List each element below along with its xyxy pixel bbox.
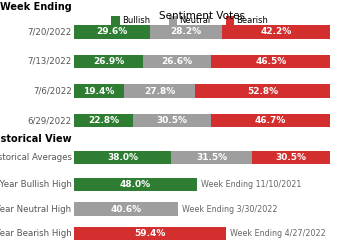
Text: 28.2%: 28.2% bbox=[171, 28, 202, 36]
Text: 26.6%: 26.6% bbox=[161, 57, 193, 66]
Text: 27.8%: 27.8% bbox=[144, 87, 175, 95]
Bar bbox=[74, 55, 143, 68]
Bar bbox=[74, 84, 124, 98]
Text: Bullish: Bullish bbox=[122, 16, 150, 25]
Text: Historical Averages: Historical Averages bbox=[0, 153, 71, 162]
Bar bbox=[252, 151, 330, 164]
Bar bbox=[74, 202, 178, 216]
Bar bbox=[222, 25, 330, 39]
Text: Week Ending 4/27/2022: Week Ending 4/27/2022 bbox=[230, 229, 326, 238]
Text: 22.8%: 22.8% bbox=[88, 116, 119, 125]
Text: 26.9%: 26.9% bbox=[93, 57, 124, 66]
Text: Week Ending 3/30/2022: Week Ending 3/30/2022 bbox=[182, 205, 277, 214]
Text: Bearish: Bearish bbox=[237, 16, 269, 25]
Text: 48.0%: 48.0% bbox=[120, 180, 151, 189]
Text: 29.6%: 29.6% bbox=[96, 28, 128, 36]
Text: 30.5%: 30.5% bbox=[156, 116, 187, 125]
Text: 19.4%: 19.4% bbox=[83, 87, 115, 95]
Text: 46.7%: 46.7% bbox=[255, 116, 286, 125]
Text: 52.8%: 52.8% bbox=[247, 87, 278, 95]
Bar bbox=[74, 227, 226, 241]
Text: 1-Year Bearish High: 1-Year Bearish High bbox=[0, 229, 71, 238]
Text: 59.4%: 59.4% bbox=[134, 229, 166, 238]
Bar bbox=[74, 25, 150, 39]
Bar bbox=[124, 84, 195, 98]
Bar bbox=[150, 25, 222, 39]
Bar bbox=[74, 178, 197, 191]
Text: 42.2%: 42.2% bbox=[261, 28, 292, 36]
Text: 7/6/2022: 7/6/2022 bbox=[33, 87, 71, 95]
Text: Historical View: Historical View bbox=[0, 134, 71, 144]
Bar bbox=[172, 151, 252, 164]
Text: 7/20/2022: 7/20/2022 bbox=[27, 28, 71, 36]
Text: Week Ending 11/10/2021: Week Ending 11/10/2021 bbox=[201, 180, 301, 189]
Bar bbox=[211, 114, 330, 127]
Text: 30.5%: 30.5% bbox=[276, 153, 307, 162]
Text: 38.0%: 38.0% bbox=[107, 153, 138, 162]
Text: 6/29/2022: 6/29/2022 bbox=[27, 116, 71, 125]
Bar bbox=[195, 84, 330, 98]
Text: 7/13/2022: 7/13/2022 bbox=[27, 57, 71, 66]
Bar bbox=[74, 114, 132, 127]
Text: Sentiment Votes: Sentiment Votes bbox=[159, 11, 245, 21]
Text: 46.5%: 46.5% bbox=[255, 57, 286, 66]
Bar bbox=[143, 55, 211, 68]
Text: 1-Year Neutral High: 1-Year Neutral High bbox=[0, 205, 71, 214]
Text: 1-Year Bullish High: 1-Year Bullish High bbox=[0, 180, 71, 189]
Bar bbox=[211, 55, 330, 68]
Text: Week Ending: Week Ending bbox=[0, 2, 71, 12]
Bar bbox=[132, 114, 211, 127]
Bar bbox=[74, 151, 172, 164]
Text: 40.6%: 40.6% bbox=[111, 205, 142, 214]
Text: 31.5%: 31.5% bbox=[196, 153, 227, 162]
Text: Neutral: Neutral bbox=[179, 16, 211, 25]
